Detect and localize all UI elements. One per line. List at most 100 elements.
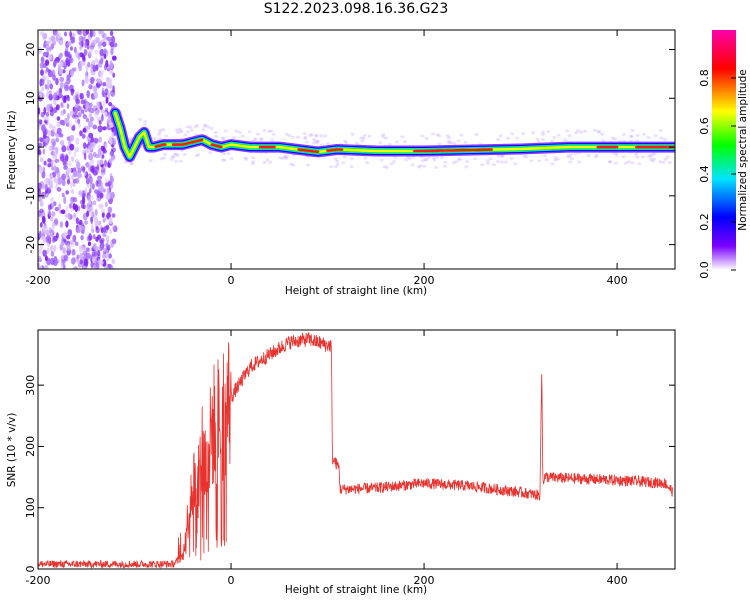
- noise-blob: [107, 206, 113, 214]
- noise-blob: [59, 53, 62, 59]
- noise-blob: [38, 230, 42, 239]
- noise-blob: [56, 232, 59, 239]
- noise-blob: [38, 265, 43, 269]
- noise-blob: [84, 149, 89, 154]
- noise-blob: [646, 136, 651, 139]
- noise-blob: [78, 245, 84, 253]
- noise-blob: [635, 155, 640, 159]
- noise-blob: [79, 252, 84, 260]
- noise-blob: [88, 85, 94, 90]
- noise-blob: [51, 203, 55, 208]
- noise-blob: [91, 39, 96, 45]
- noise-blob: [105, 182, 109, 187]
- noise-blob: [108, 158, 113, 164]
- noise-blob: [67, 51, 71, 58]
- noise-blob: [435, 133, 440, 137]
- noise-blob: [308, 134, 313, 137]
- y-tick-label: -10: [24, 187, 37, 205]
- noise-blob: [43, 116, 48, 121]
- noise-blob: [594, 155, 598, 159]
- noise-blob: [420, 159, 425, 163]
- noise-blob: [92, 200, 97, 206]
- noise-blob: [88, 84, 93, 90]
- noise-blob: [87, 241, 92, 246]
- noise-blob: [48, 181, 53, 189]
- noise-blob: [47, 158, 52, 163]
- noise-blob: [49, 173, 54, 181]
- noise-blob: [52, 141, 57, 147]
- noise-blob: [498, 134, 503, 138]
- noise-blob: [496, 138, 501, 142]
- noise-blob: [284, 132, 289, 136]
- spectrogram-y-axis-label: Frequency (Hz): [6, 110, 18, 189]
- noise-blob: [314, 134, 319, 138]
- noise-blob: [314, 139, 319, 143]
- noise-blob: [152, 137, 157, 141]
- noise-blob: [105, 77, 110, 82]
- colorbar: [712, 30, 736, 270]
- noise-blob: [642, 132, 647, 136]
- noise-blob: [46, 247, 50, 255]
- noise-blob: [515, 136, 520, 140]
- noise-blob: [38, 142, 42, 148]
- noise-blob: [101, 30, 105, 39]
- noise-blob: [384, 165, 389, 169]
- colorbar-tick-label: 0.6: [698, 117, 711, 135]
- noise-blob: [97, 250, 101, 257]
- noise-blob: [78, 41, 83, 46]
- noise-blob: [170, 155, 175, 159]
- ridge-peak: [413, 148, 493, 153]
- ridge-peak: [326, 148, 344, 152]
- noise-blob: [178, 130, 183, 134]
- noise-blob: [314, 133, 319, 137]
- noise-blob: [566, 154, 570, 158]
- noise-blob: [74, 241, 79, 246]
- noise-blob: [596, 129, 601, 133]
- noise-blob: [658, 129, 663, 132]
- noise-blob: [473, 157, 478, 161]
- noise-blob: [77, 52, 81, 61]
- noise-blob: [329, 165, 333, 169]
- noise-blob: [102, 41, 107, 47]
- noise-blob: [70, 189, 75, 194]
- noise-blob: [111, 258, 116, 265]
- noise-blob: [45, 44, 50, 51]
- noise-blob: [42, 224, 46, 232]
- noise-blob: [55, 178, 59, 185]
- noise-blob: [109, 228, 112, 235]
- noise-blob: [52, 125, 56, 132]
- noise-blob: [94, 189, 99, 195]
- noise-blob: [108, 180, 112, 187]
- noise-blob: [529, 159, 534, 163]
- noise-blob: [157, 130, 162, 134]
- noise-blob: [88, 176, 93, 184]
- noise-blob: [79, 259, 84, 265]
- noise-blob: [251, 160, 256, 164]
- noise-blob: [39, 156, 44, 163]
- noise-blob: [44, 69, 48, 74]
- noise-blob: [109, 150, 115, 157]
- noise-blob: [649, 154, 653, 158]
- noise-blob: [222, 152, 227, 156]
- noise-blob: [97, 148, 102, 157]
- noise-blob: [629, 134, 634, 138]
- noise-blob: [81, 203, 85, 209]
- spectrogram-x-axis-label: Height of straight line (km): [285, 285, 427, 297]
- y-tick-label: 20: [24, 43, 37, 57]
- noise-blob: [592, 128, 597, 132]
- noise-blob: [195, 123, 200, 127]
- noise-blob: [510, 132, 515, 136]
- noise-blob: [100, 172, 105, 178]
- noise-blob: [83, 152, 87, 160]
- noise-blob: [402, 140, 407, 144]
- noise-blob: [45, 111, 50, 117]
- noise-blob: [104, 143, 108, 149]
- noise-blob: [69, 134, 75, 142]
- noise-blob: [76, 255, 79, 263]
- noise-blob: [77, 112, 82, 118]
- noise-blob: [90, 142, 94, 148]
- noise-blob: [105, 96, 109, 104]
- noise-blob: [103, 188, 106, 193]
- noise-blob: [80, 166, 86, 172]
- noise-blob: [38, 147, 41, 155]
